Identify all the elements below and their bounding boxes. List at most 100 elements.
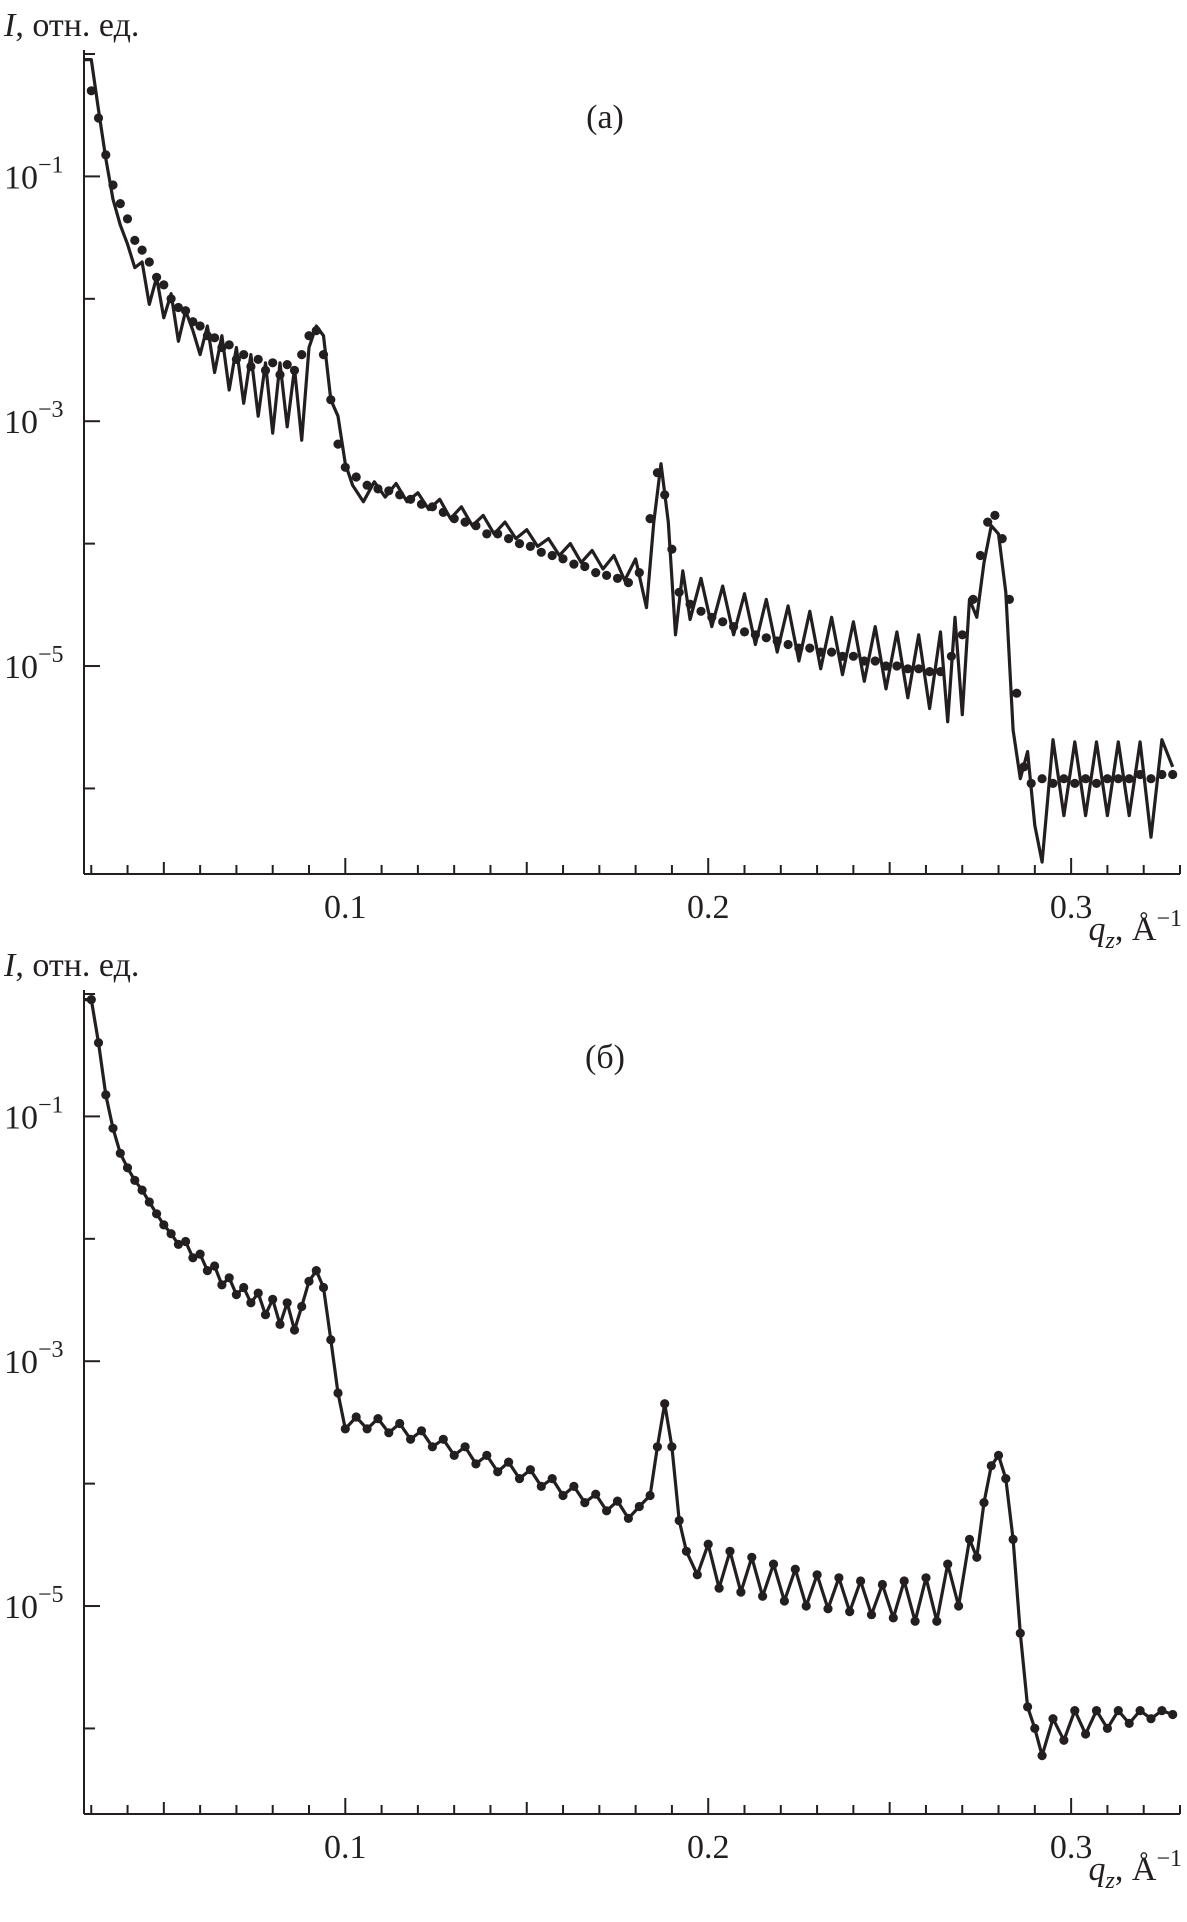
panel-b-data-point (471, 1459, 481, 1469)
panel-b-data-point (660, 1399, 670, 1409)
panel-b-data-point (790, 1564, 800, 1574)
panel-a-data-point (1135, 769, 1145, 780)
panel-a-data-point (881, 661, 891, 671)
panel-b-data-point (1008, 1534, 1018, 1544)
panel-b-data-point (747, 1552, 757, 1562)
panel-b-data-point (758, 1591, 768, 1601)
panel-a-data-point (1113, 774, 1123, 784)
panel-a-data-point (144, 257, 154, 267)
panel-b-data-point (1113, 1706, 1123, 1716)
panel-a-data-point (275, 370, 285, 380)
panel-a-data-point (181, 306, 191, 316)
panel-b-data-point (166, 1229, 176, 1239)
panel-b-data-point (362, 1424, 372, 1434)
panel-a-data-point (870, 656, 880, 666)
panel-b-data-point (416, 1426, 427, 1436)
panel-a-data-point (86, 86, 96, 96)
panel-a-data-point (268, 358, 278, 368)
panel-b-data-point (181, 1236, 191, 1247)
panel-a-data-point (1070, 778, 1080, 789)
panel-a-data-point (892, 661, 902, 671)
panel-a-data-point (239, 350, 249, 360)
panel-a-data-point (493, 529, 503, 539)
panel-a-data-point (224, 340, 234, 350)
panel-a-y-tick-label: 10−5 (4, 642, 64, 686)
panel-b-x-tick-label: 0.1 (324, 1829, 367, 1866)
panel-b-data-point (122, 1163, 133, 1173)
panel-b-data-point (173, 1239, 183, 1249)
panel-b-data-point (282, 1298, 292, 1308)
panel-a-data-point (311, 326, 321, 336)
panel-a-data-point (1081, 774, 1091, 784)
panel-a-y-tick-label: 10−3 (4, 397, 64, 441)
panel-a-data-point (805, 643, 815, 653)
panel-b-data-point (137, 1185, 147, 1195)
panel-b-data-point (1157, 1706, 1167, 1716)
panel-b-data-point (736, 1587, 746, 1597)
panel-b-data-point (304, 1276, 314, 1286)
panel-b-data-point (493, 1467, 503, 1477)
panel-b-data-point (210, 1261, 220, 1271)
panel-b-data-point (239, 1282, 249, 1293)
panel-b-data-point (823, 1604, 833, 1614)
panel-b-data-point (692, 1570, 702, 1580)
panel-b-data-point (159, 1220, 169, 1230)
panel-a-data-point (427, 502, 437, 512)
panel-b-data-point (340, 1424, 350, 1434)
panel-a-data-point (729, 622, 739, 632)
panel-b-data-point (275, 1319, 285, 1329)
panel-b-data-point (311, 1266, 321, 1276)
panel-a-data-point (384, 486, 394, 496)
panel-b-data-point (351, 1412, 361, 1422)
panel-b-data-point (547, 1474, 557, 1484)
panel-b-data-point (504, 1457, 514, 1467)
panel-a-data-point (667, 544, 677, 554)
panel-a-data-point (115, 199, 125, 209)
panel-b-data-point (667, 1442, 677, 1452)
panel-a-data-point (482, 529, 492, 539)
panel-b-data-point (268, 1294, 278, 1304)
panel-a-data-point (547, 550, 557, 561)
panel-a-data-point (173, 302, 183, 313)
panel-b-data-point (652, 1442, 663, 1452)
panel-a-data-point (406, 494, 416, 504)
panel-a-ticks: 0.1 0.2 0.3 10−1 10−3 10−5 (4, 53, 1181, 926)
panel-a-data-point (202, 331, 212, 341)
panel-a-data-point (914, 664, 924, 674)
panel-b-data-point (910, 1616, 920, 1626)
panel-a-data-point (903, 664, 913, 674)
panel-a-data-point (1004, 594, 1015, 605)
panel-b-data-point (202, 1266, 212, 1276)
panel-b-data-point (1135, 1706, 1145, 1716)
panel-b-data-point (152, 1209, 162, 1219)
panel-a-data-point (990, 510, 1000, 520)
panel-a-data-point (957, 630, 967, 640)
panel-b-x-axis-title: qz, Å−1 (1089, 1846, 1182, 1894)
panel-a-data-point (159, 280, 169, 290)
panel-b-data-point (1001, 1474, 1011, 1484)
panel-a-data-point (816, 647, 826, 657)
panel-a-data-point (246, 361, 256, 372)
panel-a-data-point (946, 651, 957, 661)
panel-b-marks (84, 995, 1178, 1761)
panel-a-data-point (674, 587, 684, 597)
panel-a-data-point (997, 534, 1007, 544)
panel-a-data-point (827, 647, 837, 657)
panel-a-data-point (1037, 774, 1047, 784)
panel-a-marks (84, 58, 1178, 864)
panel-a-x-tick-label: 0.3 (1050, 889, 1093, 926)
panel-a-y-tick-label: 10−1 (4, 152, 64, 196)
panel-b-data-point (612, 1496, 623, 1506)
panel-b-data-point (591, 1489, 601, 1499)
panel-a-label: (а) (586, 99, 624, 136)
panel-b-data-point (1059, 1735, 1069, 1745)
panel-a-data-point (783, 639, 793, 650)
panel-b-data-point (674, 1515, 684, 1526)
panel-b-data-point (373, 1414, 383, 1424)
panel-a-data-point (195, 321, 205, 331)
panel-b-data-point (993, 1450, 1004, 1460)
panel-b-data-point (224, 1273, 234, 1283)
panel-b-data-point (812, 1570, 822, 1580)
panel-b-data-point (725, 1546, 735, 1556)
panel-a-data-point (217, 342, 227, 353)
